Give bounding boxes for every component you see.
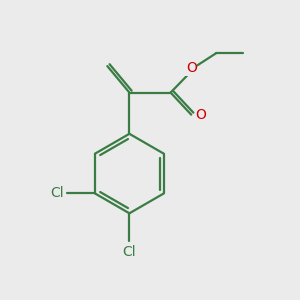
Text: Cl: Cl bbox=[50, 186, 64, 200]
Text: O: O bbox=[195, 108, 206, 122]
Text: Cl: Cl bbox=[123, 244, 136, 259]
Text: O: O bbox=[186, 61, 197, 75]
